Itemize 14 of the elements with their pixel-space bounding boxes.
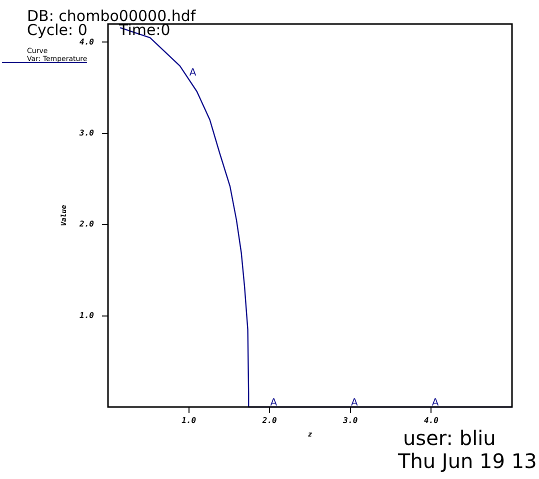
x-tick-label: 4.0	[424, 416, 439, 425]
x-tick-label: 1.0	[182, 416, 196, 425]
y-tick-label: 2.0	[78, 220, 94, 229]
annotation: A	[189, 67, 196, 78]
x-tick-label: 2.0	[261, 416, 278, 425]
text: Thu Jun 19 13	[398, 449, 537, 473]
annotation: A	[270, 398, 278, 409]
y-tick-label: 3.0	[78, 128, 94, 138]
annotation: A	[432, 398, 439, 409]
y-tick-label: 1.0	[80, 310, 94, 320]
text: user: bliu	[403, 426, 496, 450]
x-tick-label: 3.0	[342, 416, 358, 425]
annotation: A	[351, 398, 358, 409]
y-tick-label: 4.0	[80, 37, 94, 46]
